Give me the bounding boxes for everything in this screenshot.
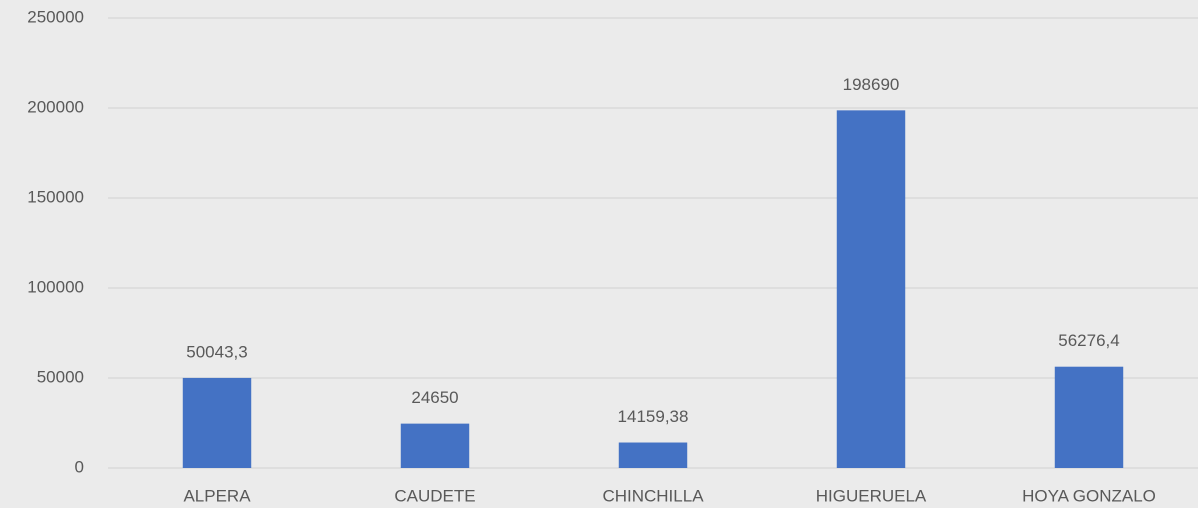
bar [1054, 366, 1124, 468]
bar [836, 110, 906, 468]
x-tick-label: HIGUERUELA [816, 486, 927, 505]
y-tick-label: 50000 [37, 367, 84, 386]
y-tick-label: 100000 [27, 277, 84, 296]
data-label: 56276,4 [1058, 331, 1119, 350]
y-tick-label: 0 [75, 457, 84, 476]
x-tick-label: HOYA GONZALO [1022, 486, 1156, 505]
x-tick-label: CHINCHILLA [602, 486, 704, 505]
bar [182, 377, 252, 468]
data-label: 198690 [843, 75, 900, 94]
data-label: 14159,38 [618, 407, 689, 426]
data-label: 24650 [411, 388, 458, 407]
y-tick-label: 250000 [27, 7, 84, 26]
y-tick-label: 200000 [27, 97, 84, 116]
y-tick-label: 150000 [27, 187, 84, 206]
x-tick-label: CAUDETE [394, 486, 475, 505]
x-tick-label: ALPERA [183, 486, 251, 505]
bar [400, 423, 470, 468]
data-label: 50043,3 [186, 342, 247, 361]
bar [618, 442, 688, 468]
